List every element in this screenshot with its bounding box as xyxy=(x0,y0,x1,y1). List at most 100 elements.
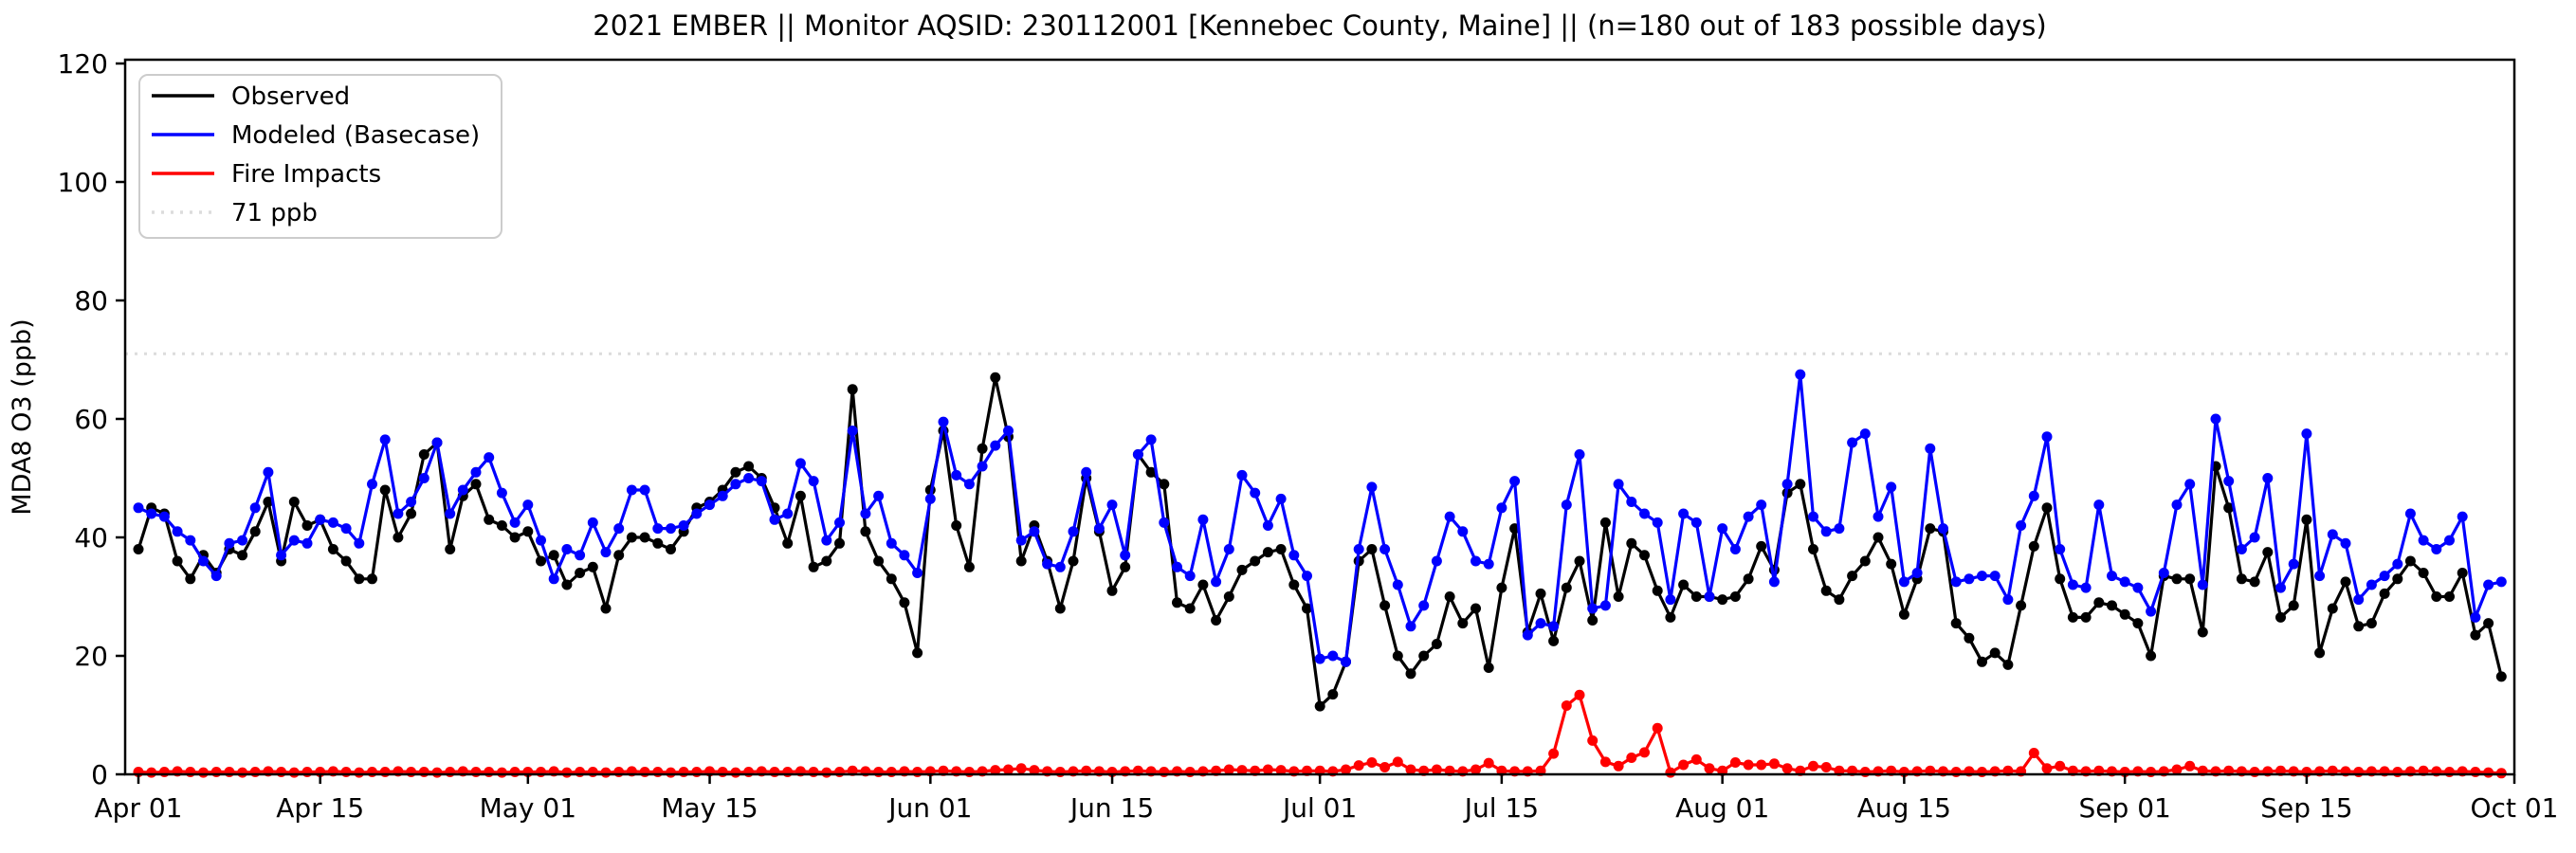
x-tick-label: Oct 01 xyxy=(2471,792,2559,824)
data-point-marker xyxy=(431,767,443,778)
data-point-marker xyxy=(2275,582,2286,593)
data-point-marker xyxy=(873,767,885,777)
data-point-marker xyxy=(1081,466,1092,478)
data-point-marker xyxy=(379,767,391,777)
data-point-marker xyxy=(756,476,767,487)
data-point-marker xyxy=(666,523,676,535)
data-point-marker xyxy=(795,458,806,469)
data-point-marker xyxy=(496,520,507,531)
data-point-marker xyxy=(1886,481,1897,493)
data-point-marker xyxy=(613,767,625,777)
data-point-marker xyxy=(2327,529,2338,540)
data-point-marker xyxy=(457,484,468,496)
data-point-marker xyxy=(1093,523,1105,535)
data-point-marker xyxy=(1197,579,1209,590)
data-point-marker xyxy=(1250,555,1261,567)
data-point-marker xyxy=(2262,547,2274,558)
data-point-marker xyxy=(575,767,586,777)
data-point-marker xyxy=(1392,756,1403,768)
data-point-marker xyxy=(379,434,391,445)
data-point-marker xyxy=(1859,428,1871,440)
data-point-marker xyxy=(834,517,845,528)
data-point-marker xyxy=(1172,561,1182,572)
data-point-marker xyxy=(172,526,183,537)
data-point-marker xyxy=(470,466,482,478)
data-point-marker xyxy=(990,765,1001,776)
data-point-marker xyxy=(2055,760,2066,771)
data-point-marker xyxy=(1665,611,1676,623)
data-point-marker xyxy=(1211,576,1222,588)
data-point-marker xyxy=(2249,767,2260,777)
data-point-marker xyxy=(2483,767,2494,778)
data-point-marker xyxy=(1756,540,1767,552)
data-point-marker xyxy=(1873,532,1884,543)
data-point-marker xyxy=(873,555,885,567)
data-point-marker xyxy=(2171,573,2183,585)
data-point-marker xyxy=(1743,573,1754,585)
data-point-marker xyxy=(769,514,780,525)
data-point-marker xyxy=(2184,479,2196,490)
data-point-marker xyxy=(210,767,222,777)
data-point-marker xyxy=(1938,523,1948,535)
data-point-marker xyxy=(1145,434,1157,445)
data-point-marker xyxy=(1054,767,1066,777)
data-point-marker xyxy=(288,767,300,778)
legend-label: Fire Impacts xyxy=(231,160,381,189)
data-point-marker xyxy=(2210,413,2221,425)
data-point-marker xyxy=(821,555,832,567)
data-point-marker xyxy=(2223,476,2235,487)
data-point-marker xyxy=(2444,591,2455,602)
data-point-marker xyxy=(1873,511,1884,522)
data-point-marker xyxy=(2418,535,2429,546)
data-point-marker xyxy=(1977,656,1987,667)
legend-label: Observed xyxy=(231,82,350,111)
data-point-marker xyxy=(1898,576,1909,588)
data-point-marker xyxy=(1302,603,1312,614)
data-point-marker xyxy=(1327,650,1339,662)
data-point-marker xyxy=(327,544,338,554)
data-point-marker xyxy=(1808,511,1818,522)
data-point-marker xyxy=(1353,544,1364,554)
data-point-marker xyxy=(301,537,313,549)
data-point-marker xyxy=(276,767,287,777)
data-point-marker xyxy=(1496,502,1507,514)
data-point-marker xyxy=(2353,767,2365,777)
data-point-marker xyxy=(2392,573,2403,585)
data-point-marker xyxy=(1003,426,1014,436)
data-point-marker xyxy=(1678,508,1690,519)
data-point-marker xyxy=(509,532,521,543)
data-point-marker xyxy=(2470,767,2481,777)
data-point-marker xyxy=(2080,611,2092,623)
data-point-marker xyxy=(1145,466,1157,478)
data-point-marker xyxy=(963,767,975,777)
data-point-marker xyxy=(548,550,559,561)
data-point-marker xyxy=(509,767,521,777)
data-point-marker xyxy=(575,568,586,578)
data-point-marker xyxy=(600,547,612,558)
data-point-marker xyxy=(1574,689,1585,700)
data-point-marker xyxy=(1690,591,1702,602)
data-point-marker xyxy=(198,555,209,567)
data-point-marker xyxy=(782,508,794,519)
data-point-marker xyxy=(2340,537,2351,549)
data-point-marker xyxy=(340,555,352,567)
data-point-marker xyxy=(2028,540,2039,552)
data-point-marker xyxy=(730,466,741,478)
data-point-marker xyxy=(1457,526,1469,537)
data-point-marker xyxy=(1197,514,1209,525)
data-point-marker xyxy=(912,647,923,659)
data-point-marker xyxy=(1587,615,1599,626)
data-point-marker xyxy=(666,767,676,778)
data-point-marker xyxy=(1184,603,1196,614)
data-point-marker xyxy=(1015,763,1027,774)
data-point-marker xyxy=(1496,582,1507,593)
data-point-marker xyxy=(808,476,819,487)
data-point-marker xyxy=(2404,508,2416,519)
data-point-marker xyxy=(1223,544,1234,554)
data-point-marker xyxy=(963,479,975,490)
data-point-marker xyxy=(2002,659,2014,670)
data-point-marker xyxy=(1820,762,1832,772)
data-point-marker xyxy=(1574,555,1585,567)
data-point-marker xyxy=(2249,576,2260,588)
data-point-marker xyxy=(1120,550,1131,561)
